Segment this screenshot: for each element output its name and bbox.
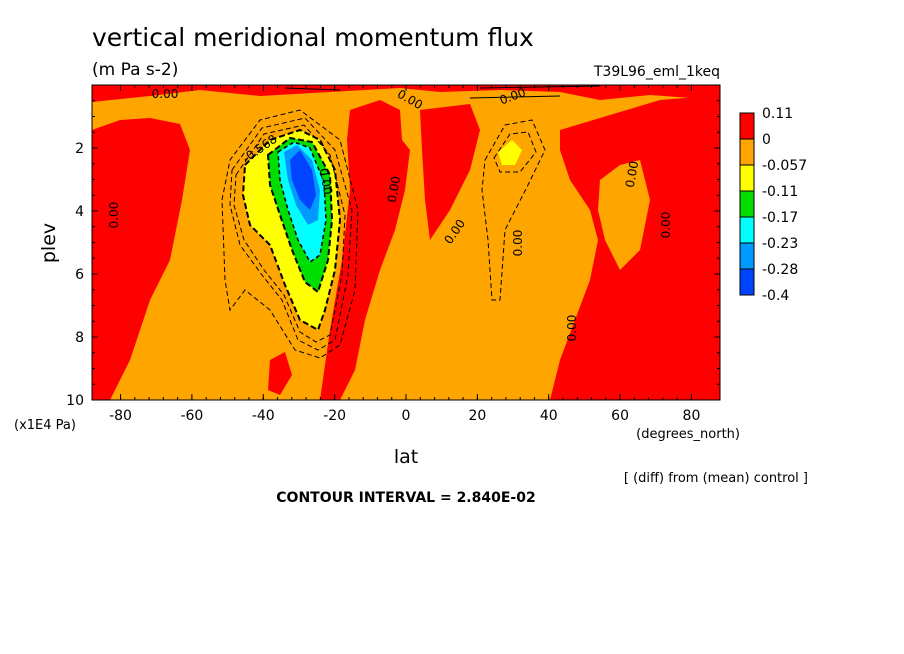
contour-line: [229, 117, 353, 351]
region-positive-low-west: [268, 352, 292, 395]
y-tick-label: 2: [75, 141, 84, 157]
plot-area: 0.00 0.00 0.00 0.00 0.00 0.00 0.00 0.00 …: [91, 84, 721, 401]
legend-swatch: [739, 164, 755, 192]
region-negative-deep-blue: [290, 150, 316, 210]
legend-label: -0.4: [762, 288, 789, 304]
x-tick-label: -60: [180, 408, 203, 424]
contour-lines: [221, 85, 601, 359]
legend-label: 0.11: [762, 106, 793, 122]
legend-label: 0: [762, 132, 771, 148]
x-tick-label: 60: [611, 408, 629, 424]
x-tick-label: -80: [109, 408, 132, 424]
contour-label: 0.00: [317, 167, 335, 196]
contour-line: [241, 128, 342, 332]
legend-swatch: [739, 190, 755, 218]
region-positive-subtropic: [420, 104, 480, 240]
chart-title: vertical meridional momentum flux: [92, 23, 534, 52]
contour-line: [221, 109, 359, 359]
contour-label: 0.00: [623, 160, 641, 189]
contour-interval-label: CONTOUR INTERVAL = 2.840E-02: [276, 490, 535, 506]
contour-line: [493, 131, 537, 173]
x-tick-label: 20: [468, 408, 486, 424]
x-tick-label: 40: [540, 408, 558, 424]
y-axis: 2 4 6 8 10: [66, 100, 720, 409]
y-axis-units: (x1E4 Pa): [14, 418, 76, 433]
contour-line: [481, 119, 546, 301]
region-positive-east-inner: [598, 160, 650, 270]
x-tick-label: 0: [402, 408, 411, 424]
legend-swatch: [739, 112, 755, 140]
y-tick-label: 10: [66, 393, 84, 409]
legend-label: -0.057: [762, 158, 807, 174]
chart-subtitle: (m Pa s-2): [92, 60, 178, 80]
contour-line: [233, 124, 346, 343]
contour-label: 0.00: [659, 212, 673, 239]
x-tick-label: -20: [323, 408, 346, 424]
x-tick-label: 80: [683, 408, 701, 424]
legend-swatch: [739, 268, 755, 296]
contour-label: 0.00: [565, 315, 579, 342]
legend-label: -0.17: [762, 210, 798, 226]
region-positive-center-tongue: [320, 100, 410, 400]
y-tick-label: 6: [75, 267, 84, 283]
legend-label: -0.28: [762, 262, 798, 278]
legend-swatch: [739, 138, 755, 166]
run-label: T39L96_eml_1keq: [593, 64, 720, 80]
x-tick-label: -40: [252, 408, 275, 424]
x-axis-label: lat: [394, 446, 418, 468]
contour-line: [266, 136, 334, 294]
contour-line: [277, 141, 327, 264]
color-legend: 0.11 0 -0.057 -0.11 -0.17 -0.23 -0.28 -0.4: [739, 106, 807, 304]
contour-line: [284, 85, 601, 99]
x-axis-units: (degrees_north): [636, 427, 740, 442]
region-subtropic-yellow: [498, 140, 522, 165]
legend-label: -0.23: [762, 236, 798, 252]
region-positive-west-strip: [92, 118, 190, 400]
contour-label: 0.00: [385, 175, 403, 204]
legend-swatch: [739, 216, 755, 244]
y-tick-label: 8: [75, 330, 84, 346]
y-axis-label: plev: [38, 223, 60, 263]
x-axis: -80 -60 -40 -20 0 20 40 60 80: [109, 85, 700, 424]
contour-label: 0.00: [511, 230, 525, 257]
y-tick-label: 4: [75, 204, 84, 220]
legend-label: -0.11: [762, 184, 798, 200]
legend-swatch: [739, 242, 755, 270]
contour-label: 0.00: [152, 87, 179, 101]
region-positive-top-band: [92, 85, 720, 102]
contour-label: 0.00: [107, 202, 121, 229]
difference-note: [ (diff) from (mean) control ]: [624, 471, 808, 486]
